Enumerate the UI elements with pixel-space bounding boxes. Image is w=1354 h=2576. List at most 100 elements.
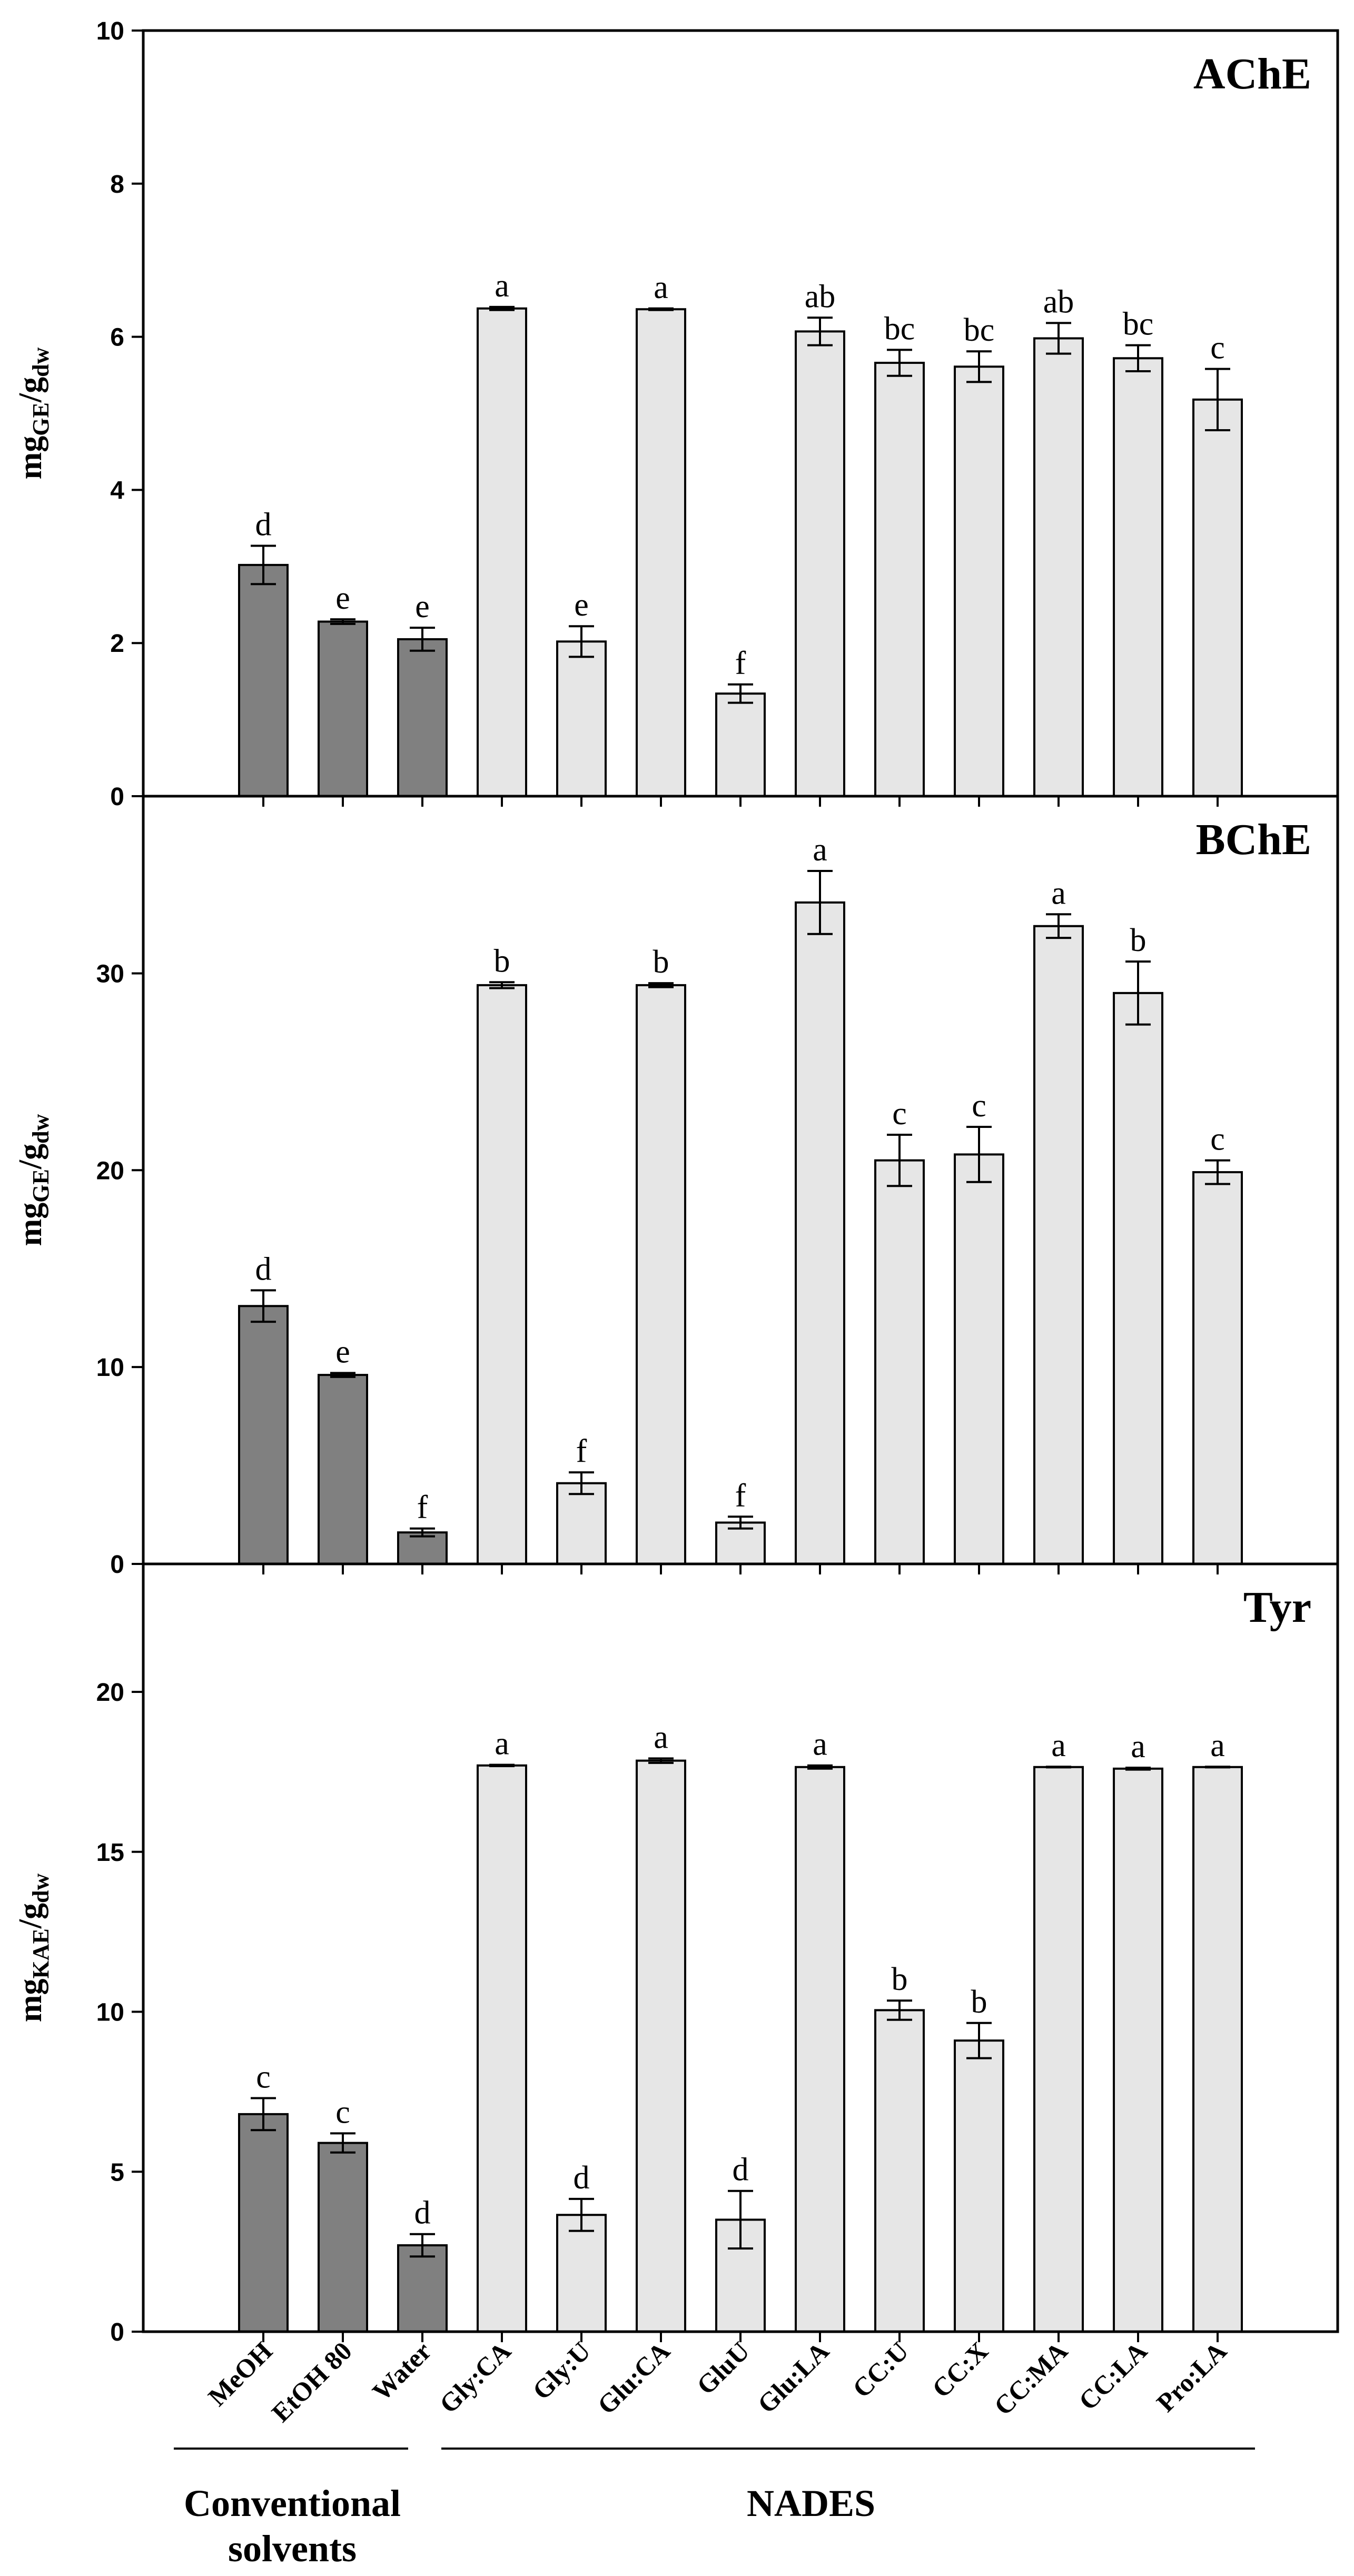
y-tick-label: 20 bbox=[96, 1157, 124, 1185]
category-label: Glu:LA bbox=[752, 2336, 834, 2419]
category-label: Gly:U bbox=[527, 2336, 596, 2405]
panel-tyr: 0 5 10 15 20 c c d a d a d a b b a a a Tyr mgKAE/gdw bbox=[13, 1562, 1339, 2346]
bar-CC:X bbox=[954, 1153, 1004, 1565]
bar-Gly:CA bbox=[477, 307, 527, 797]
bar-Pro:LA bbox=[1192, 1766, 1243, 2333]
significance-label: b bbox=[494, 943, 510, 979]
bar-EtOH 80 bbox=[318, 1374, 368, 1565]
bar-Gly:U bbox=[556, 1482, 607, 1566]
panel-frame bbox=[142, 1562, 1339, 2333]
bar-CC:LA bbox=[1113, 357, 1163, 797]
group-label-conventional: Conventional bbox=[184, 2482, 401, 2524]
significance-label: e bbox=[335, 580, 350, 616]
significance-label: b bbox=[892, 1961, 908, 1997]
category-label: MeOH bbox=[202, 2336, 278, 2412]
significance-label: f bbox=[576, 1433, 587, 1469]
category-label: CC:MA bbox=[988, 2336, 1073, 2421]
significance-label: b bbox=[971, 1984, 987, 2020]
category-label: EtOH 80 bbox=[266, 2336, 358, 2428]
significance-label: a bbox=[495, 1726, 509, 1762]
bar-Glu:LA bbox=[795, 901, 845, 1565]
bar-CC:U bbox=[874, 1159, 925, 1566]
significance-label: a bbox=[813, 1727, 827, 1762]
group-label-nades: NADES bbox=[747, 2482, 875, 2524]
y-axis-label: mgGE/gdw bbox=[13, 1114, 54, 1246]
bar-Gly:CA bbox=[477, 984, 527, 1565]
bar-Water bbox=[397, 2244, 448, 2333]
significance-label: d bbox=[255, 1251, 272, 1287]
bar-CC:LA bbox=[1113, 992, 1163, 1565]
bar-CC:X bbox=[954, 365, 1004, 797]
significance-label: a bbox=[495, 268, 509, 304]
significance-label: d bbox=[574, 2160, 590, 2196]
significance-label: bc bbox=[1123, 306, 1154, 342]
significance-label: ab bbox=[805, 279, 836, 314]
significance-label: c bbox=[1210, 1122, 1225, 1157]
bar-Gly:CA bbox=[477, 1764, 527, 2333]
y-tick-label: 0 bbox=[110, 783, 124, 811]
bar-Pro:LA bbox=[1192, 1171, 1243, 1565]
y-tick-label: 5 bbox=[110, 2158, 124, 2186]
bar-Glu:CA bbox=[636, 984, 686, 1565]
bar-Water bbox=[397, 638, 448, 798]
group-label-solvents: solvents bbox=[228, 2528, 357, 2570]
y-axis-label: mgGE/gdw bbox=[13, 347, 54, 479]
significance-label: c bbox=[256, 2059, 271, 2095]
bar-Glu:LA bbox=[795, 330, 845, 797]
category-label: CC:U bbox=[847, 2336, 914, 2403]
category-label: Pro:LA bbox=[1151, 2336, 1232, 2418]
significance-label: e bbox=[335, 1334, 350, 1370]
panel-title: Tyr bbox=[1243, 1583, 1311, 1632]
significance-label: f bbox=[735, 1478, 746, 1513]
significance-label: bc bbox=[964, 312, 995, 348]
panel-bche: 0 10 20 30 d e f b f b f a c c a b c BChE mgGE/gdw bbox=[13, 795, 1339, 1579]
significance-label: b bbox=[1130, 923, 1147, 958]
bar-CC:X bbox=[954, 2039, 1004, 2333]
significance-label: e bbox=[415, 589, 430, 625]
category-label: CC:X bbox=[926, 2336, 994, 2403]
category-label: GluU bbox=[691, 2336, 755, 2400]
bar-GluU bbox=[715, 692, 766, 797]
bar-CC:MA bbox=[1033, 1766, 1084, 2333]
bar-Glu:LA bbox=[795, 1766, 845, 2333]
significance-label: d bbox=[733, 2152, 749, 2188]
bar-CC:LA bbox=[1113, 1767, 1163, 2333]
bar-MeOH bbox=[238, 1305, 289, 1565]
significance-label: a bbox=[1131, 1729, 1145, 1765]
y-tick-label: 30 bbox=[96, 960, 124, 988]
bar-EtOH 80 bbox=[318, 2142, 368, 2333]
category-label: Glu:CA bbox=[591, 2336, 675, 2420]
y-tick-label: 8 bbox=[110, 171, 124, 199]
bar-Gly:U bbox=[556, 2214, 607, 2333]
bar-MeOH bbox=[238, 563, 289, 797]
significance-label: a bbox=[1051, 1728, 1066, 1763]
y-axis-label: mgKAE/gdw bbox=[13, 1874, 54, 2023]
significance-label: bc bbox=[884, 311, 915, 346]
significance-label: f bbox=[735, 646, 746, 681]
significance-label: ab bbox=[1043, 284, 1074, 320]
bar-MeOH bbox=[238, 2113, 289, 2333]
y-tick-label: 10 bbox=[96, 1354, 124, 1382]
bar-CC:MA bbox=[1033, 925, 1084, 1565]
bar-Water bbox=[397, 1531, 448, 1565]
bar-Glu:CA bbox=[636, 308, 686, 797]
y-tick-label: 10 bbox=[96, 1999, 124, 2027]
bar-Gly:U bbox=[556, 640, 607, 797]
category-label: Gly:CA bbox=[433, 2336, 516, 2419]
panel-title: BChE bbox=[1196, 815, 1311, 864]
significance-label: a bbox=[654, 1719, 668, 1755]
bar-CC:U bbox=[874, 2009, 925, 2333]
significance-label: d bbox=[414, 2195, 431, 2231]
significance-label: c bbox=[972, 1088, 986, 1124]
significance-label: e bbox=[574, 587, 589, 623]
y-tick-label: 0 bbox=[110, 2319, 124, 2346]
significance-label: c bbox=[1210, 330, 1225, 366]
panel-ache: 0 2 4 6 8 10 d e e a e a f ab bc bc ab bc c AChE mgGE/gdw bbox=[13, 17, 1339, 811]
bar-Pro:LA bbox=[1192, 398, 1243, 797]
bar-Glu:CA bbox=[636, 1759, 686, 2333]
y-tick-label: 6 bbox=[110, 324, 124, 352]
y-tick-label: 20 bbox=[96, 1679, 124, 1707]
bar-CC:MA bbox=[1033, 337, 1084, 797]
significance-label: c bbox=[335, 2094, 350, 2130]
